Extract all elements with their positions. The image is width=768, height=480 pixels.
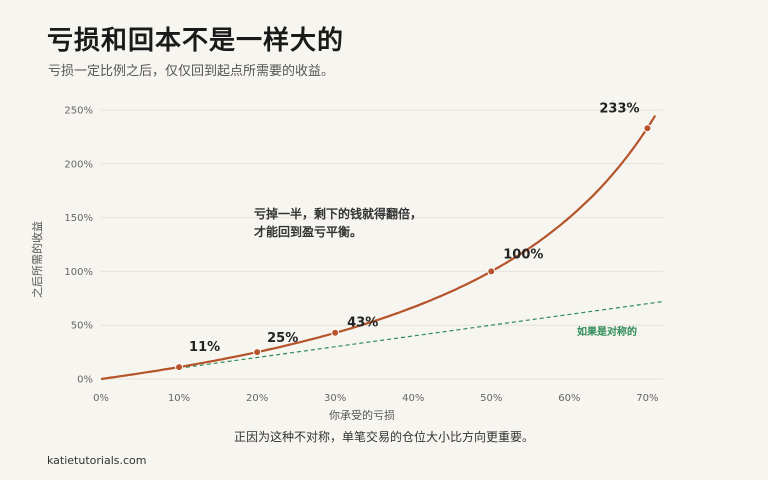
y-tick-label: 250% — [64, 106, 93, 117]
data-label: 233% — [599, 101, 639, 116]
x-tick-label: 10% — [168, 393, 190, 404]
chart-caption: 正因为这种不对称，单笔交易的仓位大小比方向更重要。 — [233, 430, 534, 444]
y-tick-label: 100% — [64, 267, 93, 278]
data-point — [175, 363, 184, 372]
annotation-line: 亏掉一半，剩下的钱就得翻倍， — [254, 206, 422, 221]
x-tick-label: 30% — [324, 393, 346, 404]
y-axis-title: 之后所需的收益 — [30, 221, 44, 298]
data-point — [487, 267, 496, 276]
y-tick-label: 0% — [77, 375, 93, 386]
x-tick-label: 50% — [480, 393, 502, 404]
x-tick-label: 20% — [246, 393, 268, 404]
data-point — [643, 124, 652, 133]
annotation-line: 才能回到盈亏平衡。 — [254, 224, 362, 239]
source-credit: katietutorials.com — [47, 454, 147, 467]
page-title: 亏损和回本不是一样大的 — [47, 26, 345, 56]
data-label: 25% — [267, 331, 298, 346]
symmetric-label: 如果是对称的 — [577, 325, 637, 338]
chart: 0% 50% 100% 150% 200% 250% 0% 10% 20% 30% 40% 50% 60… — [30, 101, 664, 420]
x-tick-label: 40% — [402, 393, 424, 404]
data-label: 43% — [347, 316, 378, 331]
page-subtitle: 亏损一定比例之后，仅仅回到起点所需要的收益。 — [48, 64, 335, 79]
x-axis-title: 你承受的亏损 — [329, 408, 395, 420]
y-tick-label: 50% — [71, 321, 93, 332]
data-point — [253, 348, 262, 357]
y-tick-label: 200% — [64, 159, 93, 170]
symmetric-line — [178, 300, 664, 369]
y-tick-label: 150% — [64, 213, 93, 224]
data-label: 11% — [189, 340, 220, 355]
x-tick-label: 70% — [636, 393, 658, 404]
x-tick-label: 60% — [558, 393, 580, 404]
data-point — [331, 328, 340, 337]
data-label: 100% — [503, 247, 543, 262]
required-gain-curve — [100, 115, 657, 381]
x-tick-label: 0% — [93, 393, 109, 404]
